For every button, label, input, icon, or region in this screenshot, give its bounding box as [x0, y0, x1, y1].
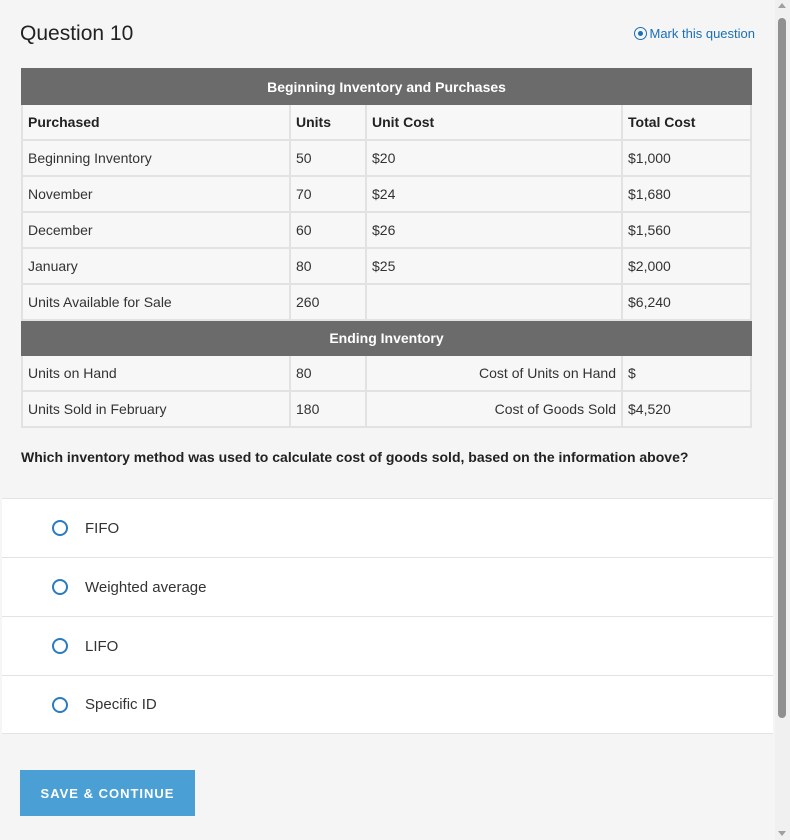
table-section-header: Beginning Inventory and Purchases [20, 68, 753, 105]
answer-options: FIFO Weighted average LIFO Specific ID [2, 498, 773, 734]
row-cost-value: $ [620, 354, 753, 392]
row-cost-label: Cost of Goods Sold [365, 390, 623, 428]
row-label: January [21, 247, 291, 285]
row-label: November [21, 175, 291, 213]
row-unit-cost: $25 [365, 247, 623, 285]
row-units: 260 [289, 283, 367, 321]
mark-question-label: Mark this question [649, 26, 756, 41]
option-specific-id[interactable]: Specific ID [2, 675, 773, 734]
inventory-table: Beginning Inventory and Purchases Purcha… [20, 68, 753, 428]
ending-inventory-header: Ending Inventory [20, 319, 753, 356]
table-row: Beginning Inventory 50 $20 $1,000 [21, 139, 753, 177]
table-row: Units Available for Sale 260 $6,240 [21, 283, 753, 321]
radio-button-icon[interactable] [52, 638, 68, 654]
option-weighted-average[interactable]: Weighted average [2, 557, 773, 616]
row-total-cost: $6,240 [620, 283, 753, 321]
row-label: Units Sold in February [21, 390, 291, 428]
row-units: 50 [289, 139, 367, 177]
option-fifo[interactable]: FIFO [2, 498, 773, 557]
table-row: December 60 $26 $1,560 [21, 211, 753, 249]
table-row: Units Sold in February 180 Cost of Goods… [21, 390, 753, 428]
row-unit-cost: $26 [365, 211, 623, 249]
row-total-cost: $1,560 [620, 211, 753, 249]
table-row: November 70 $24 $1,680 [21, 175, 753, 213]
scroll-up-arrow-icon[interactable] [778, 3, 786, 8]
question-header: Question 10 Mark this question [20, 20, 755, 50]
row-unit-cost: $20 [365, 139, 623, 177]
option-label: Specific ID [85, 696, 157, 713]
table-row: January 80 $25 $2,000 [21, 247, 753, 285]
row-label: Units Available for Sale [21, 283, 291, 321]
radio-button-icon[interactable] [52, 579, 68, 595]
column-header: Total Cost [620, 103, 753, 141]
row-unit-cost: $24 [365, 175, 623, 213]
row-total-cost: $2,000 [620, 247, 753, 285]
scroll-down-arrow-icon[interactable] [778, 831, 786, 836]
radio-button-icon[interactable] [52, 696, 68, 713]
table-column-headers: Purchased Units Unit Cost Total Cost [21, 103, 753, 141]
row-units: 60 [289, 211, 367, 249]
row-units: 80 [289, 354, 367, 392]
column-header: Unit Cost [365, 103, 623, 141]
radio-button-icon[interactable] [52, 520, 68, 536]
row-label: December [21, 211, 291, 249]
option-lifo[interactable]: LIFO [2, 616, 773, 675]
mark-question-link[interactable]: Mark this question [633, 26, 756, 41]
save-continue-button[interactable]: SAVE & CONTINUE [20, 770, 195, 816]
row-units: 70 [289, 175, 367, 213]
section-title: Beginning Inventory and Purchases [20, 68, 753, 105]
row-total-cost: $1,000 [620, 139, 753, 177]
radio-target-icon [633, 27, 647, 40]
option-label: LIFO [85, 637, 119, 655]
vertical-scrollbar[interactable] [775, 0, 790, 840]
scrollbar-thumb[interactable] [778, 18, 786, 718]
row-unit-cost [365, 283, 623, 321]
row-units: 180 [289, 390, 367, 428]
column-header: Units [289, 103, 367, 141]
row-label: Units on Hand [21, 354, 291, 392]
ending-inventory-title: Ending Inventory [20, 319, 753, 356]
question-title: Question 10 [20, 22, 134, 45]
row-total-cost: $1,680 [620, 175, 753, 213]
column-header: Purchased [21, 103, 291, 141]
row-cost-value: $4,520 [620, 390, 753, 428]
option-label: FIFO [85, 519, 120, 537]
question-prompt: Which inventory method was used to calcu… [21, 449, 689, 465]
row-cost-label: Cost of Units on Hand [365, 354, 623, 392]
option-label: Weighted average [85, 578, 207, 596]
row-label: Beginning Inventory [21, 139, 291, 177]
table-row: Units on Hand 80 Cost of Units on Hand $ [21, 354, 753, 392]
row-units: 80 [289, 247, 367, 285]
